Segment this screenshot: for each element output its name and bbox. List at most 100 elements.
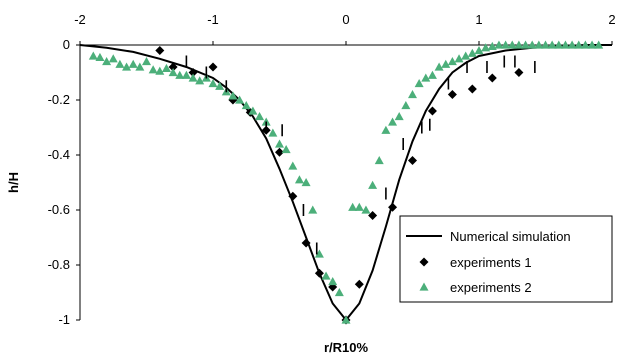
experiments-1-point [388,202,398,212]
experiments-2-point [521,40,531,49]
experiments-2-point [181,70,191,79]
experiments-2-point [574,40,584,49]
experiments-2-point [148,65,158,74]
experiments-2-point [228,91,238,100]
experiments-2-point [560,40,570,49]
experiments-1-point [168,62,178,72]
experiments-2-point [467,48,477,57]
experiments-2-point [301,178,311,187]
experiments-2-point [401,101,411,110]
experiments-2-point [587,40,597,49]
experiments-1-point [314,268,324,278]
x-tick-label: 1 [475,12,482,27]
experiments-1-point [487,73,497,83]
experiments-2-point [348,202,358,211]
y-tick-label: -0.4 [48,147,70,162]
experiments-2-point [507,40,517,49]
experiments-1-point [467,84,477,94]
experiments-2-point [108,54,118,63]
experiments-2-point [461,51,471,60]
experiments-2-point [567,40,577,49]
legend-label-numerical-simulation: Numerical simulation [450,229,571,244]
experiments-2-point [394,112,404,121]
legend-triangle-marker [419,282,429,291]
experiments-2-point [421,73,431,82]
experiments-2-point [354,202,364,211]
y-axis-ticks: 0 -0.2 -0.4 -0.6 -0.8 -1 [48,37,80,327]
legend-box [399,215,613,303]
x-axis-ticks: -2 -1 0 1 2 [74,12,616,45]
experiments-2-point [135,62,145,71]
experiments-2-point [294,175,304,184]
experiments-2-point [388,117,398,126]
experiments-1-point [514,68,524,77]
experiments-2-point [408,90,417,99]
experiments-2-point [368,180,378,189]
y-axis-title: h/H [6,172,21,193]
experiments-2-point [501,40,511,49]
experiments-1-point [427,106,437,116]
experiments-2-point [541,40,550,49]
y-tick-label: -1 [58,312,70,327]
experiments-2-point [554,40,564,49]
experiments-2-point [487,41,497,50]
experiments-1-point [155,46,165,55]
experiments-2-point [414,79,424,88]
experiments-2-point [514,40,524,49]
experiments-2-point [361,205,371,214]
experiments-2-point [142,57,151,66]
experiments-2-point [95,52,105,61]
experiments-2-point [328,277,338,286]
experiments-2-point [248,106,258,115]
experiments-2-point [115,59,125,68]
experiments-2-point [308,205,318,214]
experiments-2-point [161,63,171,72]
experiments-2-point [175,70,185,79]
experiments-2-point [481,43,491,52]
experiments-2-point [168,68,178,77]
experiments-2-point [88,51,98,60]
experiments-2-point [241,101,251,110]
experiments-1-point [188,68,198,77]
experiments-2-point [494,40,504,49]
experiments-2-point [441,59,451,68]
experiments-2-point [102,57,112,66]
legend-diamond-marker [419,257,429,267]
experiments-2-point [454,54,464,63]
x-tick-label: 2 [608,12,615,27]
y-tick-label: 0 [63,37,70,52]
experiments-2-point [341,315,351,324]
experiments-2-point [434,62,444,71]
experiments-1-point [447,90,457,99]
experiments-1-point [275,147,284,157]
legend: Numerical simulation experiments 1 exper… [399,215,613,303]
experiments-2-point [534,40,544,49]
experiments-1-point [354,279,364,289]
series-layer [79,40,612,325]
y-tick-label: -0.2 [48,92,70,107]
experiments-2-point [314,249,324,258]
experiments-2-point [321,271,331,280]
experiments-2-point [374,156,384,165]
experiments-2-point [474,46,484,55]
experiments-2-point [594,40,604,49]
plot-area: -2 -1 0 1 2 0 -0.2 -0.4 -0.6 -0.8 -1 [48,12,616,327]
experiments-2-point [288,161,298,170]
experiments-2-point [268,128,278,137]
experiments-2-point [155,66,165,75]
experiments-1-point [288,191,298,201]
experiments-1-point [208,62,218,72]
experiments-2-point [235,95,245,104]
legend-label-experiments-1: experiments 1 [450,255,532,270]
experiments-2-point [255,112,265,121]
experiments-2-point [427,70,437,79]
experiments-2-point [275,139,284,148]
experiments-2-point [527,40,537,49]
x-axis-title: r/R10% [324,340,369,355]
experiments-2-point [381,125,391,134]
experiments-2-point [195,76,205,85]
experiments-2-point [334,288,344,297]
experiments-2-point [215,81,225,90]
experiments-2-point [547,40,557,49]
